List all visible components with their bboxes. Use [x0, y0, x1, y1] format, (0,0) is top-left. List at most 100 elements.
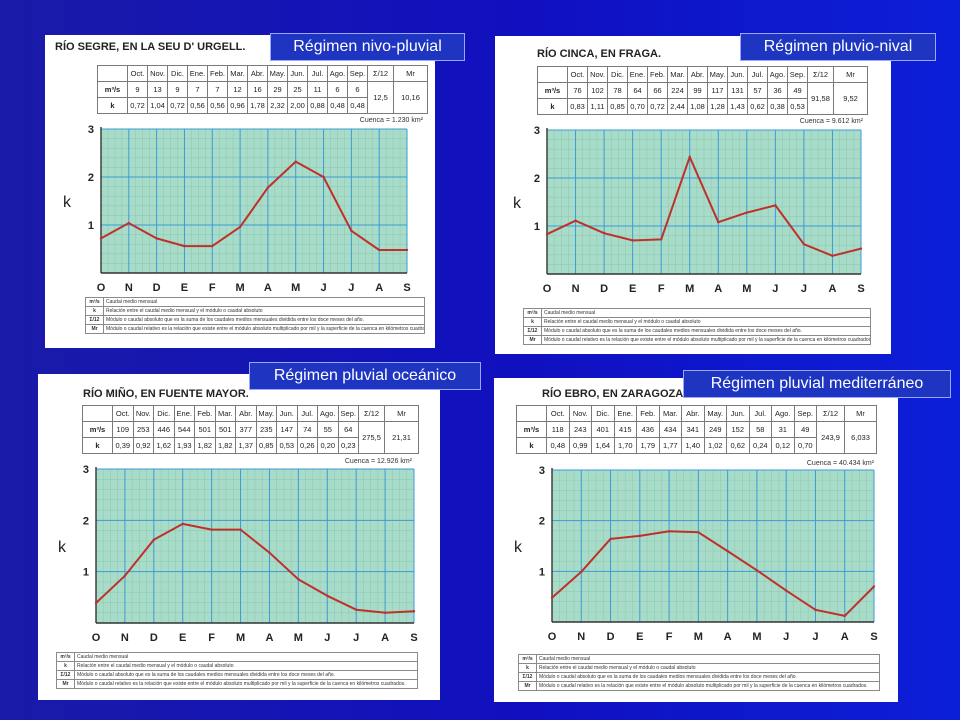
legend-text: Módulo o caudal absoluto que es la suma … [74, 670, 418, 680]
x-tick-label: O [548, 631, 557, 643]
legend-symbol: Σ/12 [518, 672, 537, 682]
data-point [697, 531, 700, 534]
legend-row: k Relación entre el caudal medio mensual … [518, 663, 880, 673]
y-tick-label: 3 [534, 125, 540, 137]
y-axis-label: k [513, 195, 522, 212]
data-point [94, 601, 98, 605]
data-point [354, 608, 358, 611]
legend-symbol: Mr [518, 681, 537, 691]
river-title: RÍO CINCA, EN FRAGA. [537, 48, 662, 60]
legend-row: Mr Módulo o caudal relativo es la relació… [85, 324, 425, 334]
x-tick-label: J [353, 632, 359, 644]
mr-value: 21,31 [384, 421, 419, 454]
x-tick-label: S [403, 282, 410, 294]
x-tick-label: M [236, 632, 245, 644]
river-title: RÍO SEGRE, EN LA SEU D' URGELL. [55, 41, 246, 53]
data-point [859, 247, 863, 250]
legend-symbol: Mr [56, 679, 75, 689]
x-tick-label: S [410, 632, 417, 644]
x-tick-label: D [607, 631, 615, 643]
x-tick-label: N [572, 283, 580, 295]
flow-row: m³/s 76 102 78 64 66 224 99 117 131 57 36 49 91,58 9… [537, 82, 868, 115]
x-tick-label: S [857, 283, 864, 295]
legend-text: Módulo o caudal relativo es la relación … [74, 679, 418, 689]
k-cell: 0,39 [112, 437, 134, 454]
legend-symbol: k [523, 317, 542, 327]
x-tick-label: F [208, 632, 215, 644]
legend-symbol: Σ/12 [56, 670, 75, 680]
flow-table: Oct. Nov. Dic. Ene. Feb. Mar. Abr. May. Jun. Jul.… [97, 65, 428, 114]
data-point [210, 528, 213, 531]
x-tick-label: D [600, 283, 608, 295]
regime-badge: Régimen pluvio-nival [740, 33, 936, 61]
k-cell: 0,85 [255, 437, 277, 454]
k-cell: 1,79 [636, 437, 660, 454]
k-cell: 0,23 [337, 437, 359, 454]
legend-table: m³/s Caudal medio mensual k Relación entre… [85, 297, 425, 334]
data-point [123, 574, 127, 577]
chart-panel-mino: RÍO MIÑO, EN FUENTE MAYOR. Oct. Nov. Dic. E… [38, 374, 440, 700]
data-point [239, 528, 242, 531]
legend-row: Σ/12 Módulo o caudal absoluto que es la s… [523, 326, 871, 336]
data-point [322, 175, 325, 179]
data-point [326, 594, 329, 597]
x-tick-label: A [714, 283, 722, 295]
flow-table: Oct. Nov. Dic. Ene. Feb. Mar. Abr. May. Jun. Jul.… [516, 405, 877, 454]
x-tick-label: E [629, 283, 636, 295]
y-tick-label: 2 [88, 172, 94, 184]
data-point [152, 538, 156, 542]
k-cell: 0,26 [296, 437, 318, 454]
data-point [127, 221, 131, 225]
k-cell: 1,04 [147, 97, 168, 114]
mr-value: 9,52 [833, 82, 868, 115]
data-point [659, 238, 663, 241]
x-tick-label: F [209, 282, 216, 294]
data-point [602, 232, 606, 235]
data-point [831, 254, 834, 257]
series-line [100, 160, 407, 251]
table-header-row: Oct. Nov. Dic. Ene. Feb. Mar. Abr. May. Jun. Jul.… [97, 65, 428, 82]
legend-text: Relación entre el caudal medio mensual y… [74, 661, 418, 671]
x-tick-label: M [291, 282, 300, 294]
x-tick-label: E [636, 631, 643, 643]
y-tick-label: 1 [83, 567, 89, 579]
y-tick-label: 1 [534, 221, 540, 233]
legend-text: Caudal medio mensual [103, 297, 425, 307]
data-point [667, 530, 671, 533]
k-cell: 0,38 [767, 98, 788, 115]
flow-row: m³/s 9 13 9 7 7 12 16 29 25 11 6 6 12,5 10,16 [97, 81, 428, 114]
basin-area: Cuenca = 40.434 km² [806, 460, 874, 467]
x-tick-label: A [265, 632, 273, 644]
legend-symbol: Mr [523, 335, 542, 345]
x-tick-label: N [121, 632, 129, 644]
data-point [211, 244, 214, 248]
series-line [551, 530, 875, 617]
data-point [412, 609, 416, 613]
x-tick-label: D [153, 282, 161, 294]
regime-badge: Régimen pluvial mediterráneo [683, 370, 951, 398]
y-tick-label: 3 [88, 124, 94, 136]
y-tick-label: 2 [534, 173, 540, 185]
flow-row: m³/s 118 243 401 415 436 434 341 249 152 58 31 49 2… [516, 421, 877, 454]
x-tick-label: J [320, 282, 326, 294]
data-point [550, 596, 554, 599]
y-axis-label: k [514, 539, 523, 556]
basin-area: Cuenca = 9.612 km² [799, 118, 863, 125]
k-cell: 1,40 [681, 437, 705, 454]
x-tick-label: M [752, 631, 761, 643]
x-tick-label: J [348, 282, 354, 294]
mr-value: 6,033 [844, 421, 877, 454]
y-tick-label: 2 [83, 515, 89, 527]
basin-area: Cuenca = 1.230 km² [359, 117, 423, 124]
x-tick-label: M [236, 282, 245, 294]
legend-row: Σ/12 Módulo o caudal absoluto que es la s… [56, 670, 418, 680]
legend-text: Módulo o caudal relativo es la relación … [536, 681, 880, 691]
k-cell: 0,72 [127, 97, 148, 114]
data-point [99, 237, 103, 240]
sum-value: 275,5 [358, 421, 385, 454]
legend-symbol: Mr [85, 324, 104, 334]
regime-badge: Régimen pluvial oceánico [249, 362, 481, 390]
legend-symbol: m³/s [523, 308, 542, 318]
data-point [726, 549, 729, 553]
legend-text: Módulo o caudal relativo es la relación … [541, 335, 871, 345]
